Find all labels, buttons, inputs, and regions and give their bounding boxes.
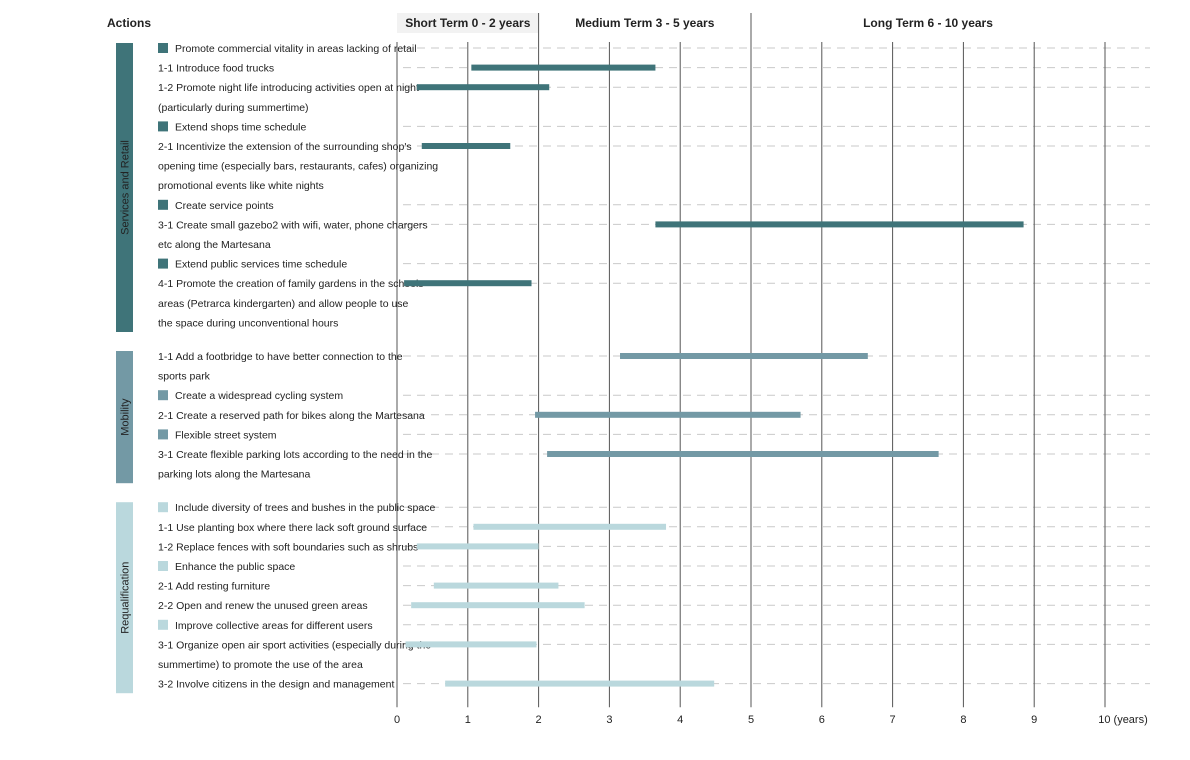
sub-goal-label: Create a widespread cycling system [175,390,343,402]
x-tick-label: 9 [1031,714,1037,726]
timeline-bar [445,680,715,687]
x-tick-label: 8 [960,714,966,726]
term-header-0: Short Term 0 - 2 years [405,16,530,30]
sub-goal-marker [158,43,168,53]
bars [404,64,1024,687]
action-label: parking lots along the Martesana [158,469,311,481]
timeline-bar [421,143,511,149]
sub-goal-label: Extend shops time schedule [175,121,306,133]
action-label: 3-2 Involve citizens in the design and m… [158,679,394,691]
action-label: the space during unconventional hours [158,317,338,329]
action-label: 4-1 Promote the creation of family garde… [158,278,424,290]
grid-layer [396,13,1150,708]
sub-goal-label: Extend public services time schedule [175,259,347,271]
group-bands: Services and Retail Mobility Requalificati… [116,43,133,694]
sub-goal-marker [158,121,168,132]
action-label: 1-1 Add a footbridge to have better conn… [158,351,403,363]
x-axis-ticks: 0 1 2 3 4 5 6 7 8 9 10 (years) [394,714,1148,726]
action-label: 2-1 Create a reserved path for bikes alo… [158,410,425,422]
action-label: 3-1 Create small gazebo2 with wifi, wate… [158,219,428,231]
sub-goal-label: Improve collective areas for different u… [175,620,373,632]
x-tick-label: 6 [819,714,825,726]
group-band-2 [116,502,133,694]
actions-header: Actions [107,16,151,30]
group-label: Requalification [120,562,132,634]
timeline-bar [404,280,532,287]
action-label: 1-2 Replace fences with soft boundaries … [158,541,418,553]
action-label: 3-1 Organize open air sport activities (… [158,639,431,651]
timeline-bar [471,64,656,71]
group-band-0 [116,43,133,332]
action-label: 2-2 Open and renew the unused green area… [158,600,368,612]
group-label: Mobility [120,398,132,436]
sub-goal-marker [158,199,168,210]
x-tick-label: 3 [606,714,612,726]
action-label: opening time (especially bars, restauran… [158,161,438,173]
x-tick-label: 5 [748,714,754,726]
action-label: 1-1 Introduce food trucks [158,63,274,75]
sub-goal-marker [158,429,168,440]
action-label: 2-1 Add resting furniture [158,581,270,593]
timeline-bar [655,221,1024,228]
row-labels: Promote commercial vitality in areas lac… [158,43,438,691]
sub-goal-label: Include diversity of trees and bushes in… [175,502,435,514]
sub-goal-label: Flexible street system [175,429,277,441]
short-term-header-bg [397,13,539,33]
action-label: summertime) to promote the use of the ar… [158,659,363,671]
sub-goal-label: Enhance the public space [175,561,295,573]
sub-goal-marker [158,619,168,630]
action-label: 3-1 Create flexible parking lots accordi… [158,449,432,461]
term-header-1: Medium Term 3 - 5 years [575,16,714,30]
x-tick-label: 1 [465,714,471,726]
x-tick-label: 0 [394,714,400,726]
timeline-bar [433,582,559,589]
action-label: promotional events like white nights [158,180,324,192]
timeline-bar [416,84,550,91]
timeline-bar [473,523,667,530]
x-tick-label: 2 [536,714,542,726]
action-label: (particularly during summertime) [158,102,309,114]
action-label: 2-1 Incentivize the extension of the sur… [158,141,412,153]
group-band-1 [116,351,133,484]
x-tick-label: 4 [677,714,683,726]
action-label: 1-2 Promote night life introducing activ… [158,82,419,94]
sub-goal-label: Promote commercial vitality in areas lac… [175,43,417,55]
term-header-2: Long Term 6 - 10 years [863,16,993,30]
action-label: sports park [158,371,211,383]
timeline-bar [547,451,939,457]
x-tick-label: 10 (years) [1098,714,1148,726]
timeline-bar [411,602,585,609]
header-layer: Actions Short Term 0 - 2 years Medium Ter… [107,13,993,33]
timeline-bar [620,353,868,359]
action-label: etc along the Martesana [158,239,271,251]
timeline-bar [416,543,539,550]
sub-goal-label: Create service points [175,200,274,212]
action-label: 1-1 Use planting box where there lack so… [158,522,427,534]
timeline-bar [535,411,801,418]
action-label: areas (Petrarca kindergarten) and allow … [158,298,409,310]
x-tick-label: 7 [890,714,896,726]
timeline-bar [405,641,537,648]
sub-goal-marker [158,561,168,571]
sub-goal-marker [158,258,168,269]
group-label: Services and Retail [120,140,132,235]
sub-goal-marker [158,390,168,401]
sub-goal-marker [158,502,168,513]
